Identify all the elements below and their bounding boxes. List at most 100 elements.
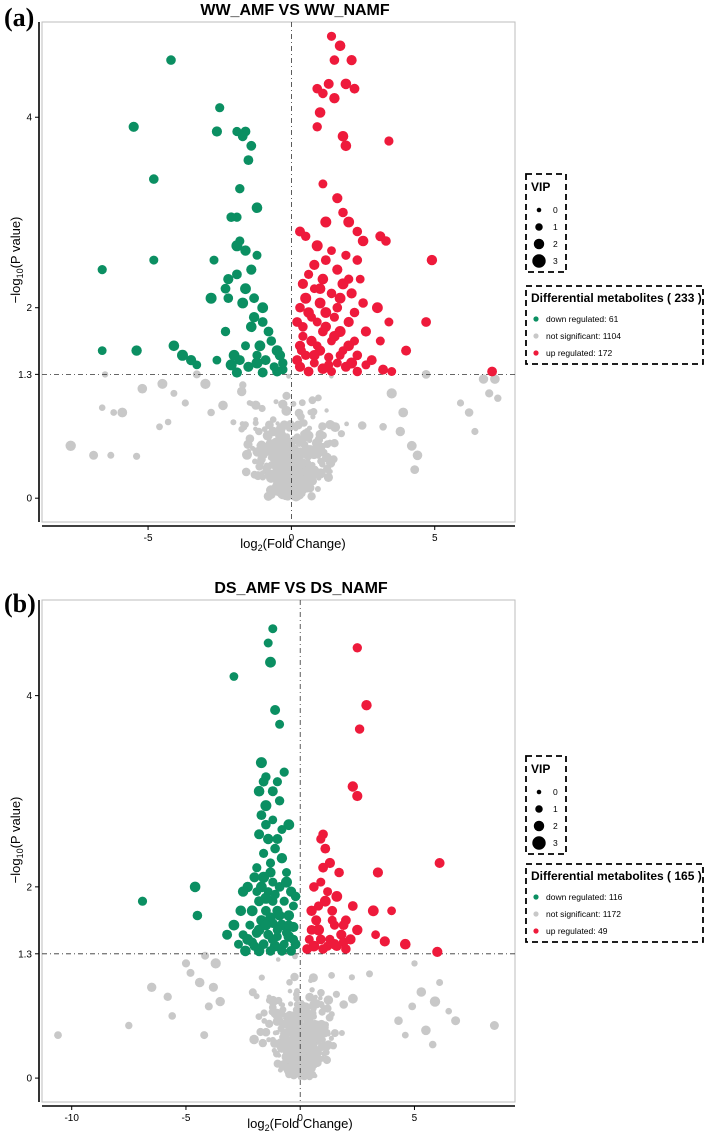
diff-legend-label: up regulated: 49 bbox=[546, 926, 608, 936]
ns-point bbox=[313, 450, 322, 459]
ns-point bbox=[261, 1018, 268, 1024]
ns-point bbox=[280, 1030, 290, 1041]
up-regulated-point bbox=[349, 307, 360, 318]
up-regulated-point bbox=[371, 930, 380, 940]
y-tick-label: 4 bbox=[26, 113, 32, 124]
down-regulated-point bbox=[223, 293, 234, 304]
down-regulated-point bbox=[231, 240, 243, 252]
up-regulated-point bbox=[326, 31, 337, 41]
ns-point bbox=[305, 483, 315, 493]
vip-legend-label: 1 bbox=[553, 804, 558, 814]
panel-a-label: (a) bbox=[4, 3, 34, 32]
ns-point bbox=[287, 988, 293, 994]
ns-point bbox=[338, 1030, 345, 1036]
down-regulated-point bbox=[228, 919, 240, 931]
down-regulated-point bbox=[270, 705, 281, 715]
ns-point bbox=[323, 995, 334, 1005]
ns-point bbox=[253, 426, 258, 432]
down-regulated-point bbox=[261, 819, 271, 830]
ns-point bbox=[239, 381, 247, 389]
down-regulated-point bbox=[265, 912, 276, 923]
ns-point bbox=[54, 1031, 62, 1039]
up-regulated-point bbox=[334, 40, 346, 52]
ns-point bbox=[416, 987, 427, 997]
ns-point bbox=[315, 434, 323, 441]
ns-point bbox=[125, 1021, 133, 1030]
down-regulated-point bbox=[268, 815, 278, 825]
ns-point bbox=[485, 389, 494, 398]
up-regulated-point bbox=[400, 938, 411, 950]
up-regulated-point bbox=[387, 906, 396, 916]
up-regulated-point bbox=[340, 78, 352, 90]
up-regulated-point bbox=[352, 790, 363, 802]
ns-point bbox=[386, 388, 397, 399]
ns-point bbox=[268, 469, 274, 475]
down-regulated-point bbox=[260, 892, 272, 904]
down-regulated-point bbox=[246, 321, 257, 333]
ns-point bbox=[249, 1034, 259, 1045]
up-regulated-point bbox=[314, 107, 326, 118]
down-regulated-point bbox=[270, 843, 280, 854]
down-regulated-point bbox=[272, 366, 283, 377]
up-regulated-point bbox=[352, 226, 363, 237]
ns-point bbox=[313, 1055, 318, 1060]
x-tick-label: 0 bbox=[297, 1113, 303, 1124]
ns-point bbox=[257, 455, 266, 464]
panel-a-xlabel: log2(Fold Change) bbox=[240, 536, 345, 553]
up-regulated-point bbox=[317, 273, 329, 285]
panel-b-plot-area bbox=[41, 599, 516, 1103]
ns-point bbox=[266, 994, 272, 1000]
ns-point bbox=[308, 468, 314, 474]
ns-point bbox=[117, 407, 128, 418]
x-tick-label: -5 bbox=[144, 533, 153, 544]
ns-point bbox=[357, 421, 367, 430]
ns-point bbox=[300, 446, 310, 455]
ns-point bbox=[325, 420, 335, 430]
down-regulated-point bbox=[251, 357, 263, 369]
down-regulated-point bbox=[282, 868, 291, 877]
down-regulated-point bbox=[249, 941, 260, 951]
ns-point bbox=[300, 475, 309, 484]
down-regulated-point bbox=[272, 777, 282, 787]
up-regulated-point bbox=[296, 346, 306, 356]
panel-a-plot-area bbox=[41, 21, 516, 523]
down-regulated-point bbox=[276, 853, 288, 864]
up-regulated-point bbox=[372, 867, 383, 878]
down-regulated-point bbox=[131, 345, 142, 356]
up-regulated-point bbox=[324, 352, 334, 362]
up-regulated-point bbox=[378, 364, 389, 375]
ns-point bbox=[277, 1025, 285, 1033]
up-regulated-point bbox=[313, 901, 324, 911]
ns-point bbox=[297, 412, 305, 421]
up-regulated-point bbox=[347, 901, 358, 911]
ns-point bbox=[98, 404, 106, 412]
ns-point bbox=[421, 1025, 431, 1036]
ns-point bbox=[411, 960, 418, 967]
down-regulated-point bbox=[261, 772, 271, 782]
ns-point bbox=[157, 378, 168, 389]
ns-point bbox=[275, 957, 281, 962]
up-regulated-point bbox=[327, 246, 336, 256]
ns-point bbox=[292, 1057, 301, 1067]
x-tick-label: 5 bbox=[412, 1113, 418, 1124]
ns-point bbox=[186, 968, 195, 977]
up-regulated-point bbox=[347, 781, 358, 792]
ns-point bbox=[207, 408, 215, 417]
down-regulated-point bbox=[263, 326, 274, 337]
ns-point bbox=[307, 1039, 317, 1050]
up-regulated-point bbox=[327, 915, 337, 925]
ns-point bbox=[272, 445, 279, 453]
ns-point bbox=[323, 1041, 332, 1051]
y-tick-label: 2 bbox=[26, 303, 32, 314]
ns-point bbox=[262, 430, 273, 441]
x-tick-label: 0 bbox=[289, 533, 295, 544]
down-regulated-point bbox=[257, 317, 268, 327]
down-regulated-point bbox=[220, 326, 231, 337]
up-regulated-point bbox=[355, 274, 365, 284]
down-regulated-point bbox=[265, 858, 276, 868]
ns-point bbox=[281, 405, 292, 416]
ns-point bbox=[265, 420, 274, 430]
down-regulated-point bbox=[222, 929, 233, 940]
up-regulated-point bbox=[361, 700, 372, 711]
